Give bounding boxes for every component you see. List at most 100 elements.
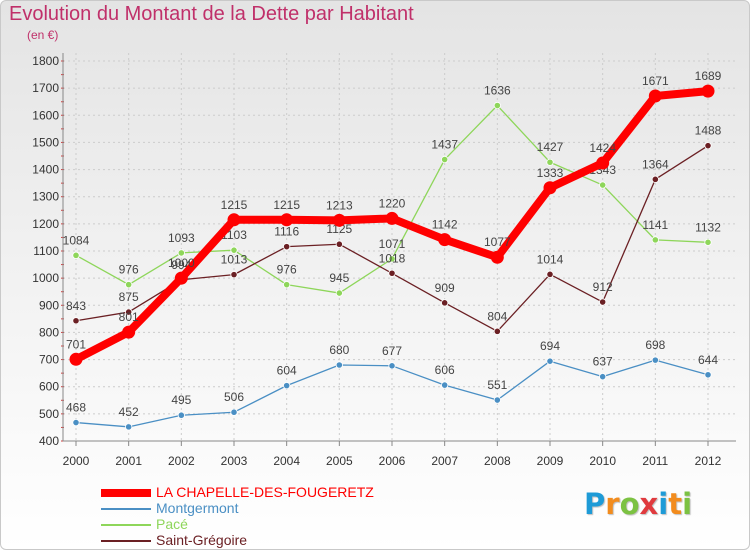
data-point [227, 213, 241, 227]
y-tick-label: 1800 [32, 54, 59, 68]
y-tick-label: 500 [39, 407, 59, 421]
data-point [283, 281, 291, 289]
data-point [704, 371, 712, 379]
legend-label: Montgermont [156, 500, 239, 516]
data-label: 1084 [63, 233, 90, 247]
logo-letter: i [682, 487, 693, 521]
data-point [599, 373, 607, 381]
data-label: 976 [277, 263, 297, 277]
data-label: 1424 [589, 141, 616, 155]
y-tick-label: 1300 [32, 190, 59, 204]
data-point [388, 255, 396, 263]
chart-unit: (en €) [27, 28, 59, 42]
data-label: 875 [119, 290, 139, 304]
data-point [704, 142, 712, 150]
data-point [125, 423, 133, 431]
legend-label: LA CHAPELLE-DES-FOUGERETZ [156, 484, 374, 500]
data-label: 801 [119, 310, 139, 324]
data-point [493, 327, 501, 335]
logo-letter: x [639, 487, 659, 521]
data-point [174, 271, 188, 285]
data-point [72, 317, 80, 325]
data-label: 1000 [168, 256, 195, 270]
data-label: 1488 [695, 124, 722, 138]
y-tick-label: 800 [39, 325, 59, 339]
data-point [493, 101, 501, 110]
x-tick-label: 2007 [431, 454, 458, 468]
data-label: 680 [329, 343, 349, 357]
data-point [125, 308, 133, 316]
data-label: 1116 [274, 225, 299, 239]
y-tick-label: 1000 [32, 271, 59, 285]
data-label: 506 [224, 390, 244, 404]
data-label: 1018 [379, 251, 406, 265]
data-point [335, 240, 343, 248]
data-point [701, 84, 715, 98]
data-label: 1013 [221, 253, 248, 267]
y-tick-label: 400 [39, 434, 59, 448]
data-point [177, 411, 185, 419]
data-point [335, 289, 343, 297]
data-label: 1689 [695, 69, 722, 83]
y-tick-label: 1600 [32, 108, 59, 122]
data-point [388, 362, 396, 370]
data-point [69, 352, 83, 366]
data-label: 1333 [537, 166, 564, 180]
data-label: 1437 [431, 138, 458, 152]
data-label: 976 [119, 263, 139, 277]
data-label: 912 [593, 280, 613, 294]
legend-label: Pacé [156, 516, 188, 532]
data-point [704, 238, 712, 246]
data-point [490, 250, 504, 264]
data-label: 1125 [326, 222, 352, 236]
y-tick-label: 600 [39, 380, 59, 394]
data-label: 1671 [642, 74, 669, 88]
data-label: 637 [593, 355, 613, 369]
data-label: 1077 [484, 235, 511, 249]
data-point [651, 236, 659, 244]
x-tick-label: 2002 [168, 454, 195, 468]
data-point [230, 271, 238, 279]
data-label: 1220 [379, 196, 406, 210]
data-label: 1132 [695, 220, 721, 234]
data-label: 551 [487, 378, 507, 392]
data-label: 1142 [432, 218, 458, 232]
data-point [546, 270, 554, 278]
data-point [546, 158, 554, 166]
data-label: 909 [435, 281, 455, 295]
data-point [441, 155, 449, 164]
legend-swatch [101, 524, 151, 526]
x-tick-label: 2009 [537, 454, 564, 468]
data-point [651, 356, 659, 364]
data-label: 945 [329, 271, 349, 285]
data-point [596, 156, 610, 170]
data-label: 1071 [379, 237, 406, 251]
data-point [648, 89, 662, 103]
y-tick-label: 1700 [32, 81, 59, 95]
y-tick-label: 1200 [32, 217, 59, 231]
data-label: 495 [171, 393, 191, 407]
y-tick-label: 1400 [32, 163, 59, 177]
data-point [385, 211, 399, 225]
data-point [72, 251, 80, 259]
data-point [388, 269, 396, 277]
data-point [438, 233, 452, 247]
x-tick-label: 2012 [695, 454, 722, 468]
data-point [122, 325, 136, 339]
data-point [177, 249, 185, 257]
y-tick-label: 900 [39, 298, 59, 312]
data-label: 694 [540, 339, 560, 353]
data-label: 452 [119, 405, 139, 419]
data-point [283, 243, 291, 251]
x-tick-label: 2008 [484, 454, 511, 468]
data-label: 604 [277, 364, 297, 378]
data-label: 1014 [537, 252, 564, 266]
data-point [441, 299, 449, 307]
logo-letter: r [605, 487, 620, 521]
logo-letter: t [668, 487, 683, 521]
legend-swatch [101, 489, 151, 497]
legend-swatch [101, 508, 151, 510]
data-point [543, 181, 557, 195]
data-point [230, 408, 238, 416]
